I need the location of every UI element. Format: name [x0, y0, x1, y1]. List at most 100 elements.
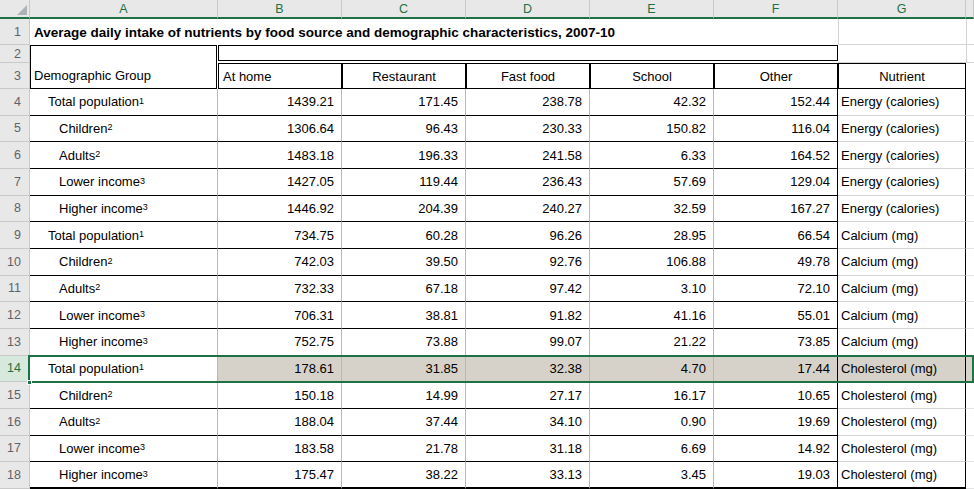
cell-G2[interactable]: [838, 45, 966, 63]
header-cell-other[interactable]: Other: [714, 63, 838, 89]
cell-C16[interactable]: 37.44: [342, 409, 466, 436]
cell-E8[interactable]: 32.59: [590, 196, 714, 223]
cell-G6[interactable]: Energy (calories): [838, 142, 966, 169]
cell-A7[interactable]: Lower income3: [30, 169, 218, 196]
cell-C7[interactable]: 119.44: [342, 169, 466, 196]
cell-A2-A3-demographic-group-header[interactable]: Demographic Group: [30, 45, 217, 89]
cell-overflow-row8[interactable]: [966, 196, 974, 223]
cell-A4[interactable]: Total population1: [30, 89, 218, 116]
cell-overflow-row17[interactable]: [966, 436, 974, 463]
cell-overflow-row7[interactable]: [966, 169, 974, 196]
cell-F13[interactable]: 73.85: [714, 329, 838, 356]
cell-overflow-row6[interactable]: [966, 142, 974, 169]
row-header-16[interactable]: 16: [0, 409, 30, 436]
row-header-15[interactable]: 15: [0, 382, 30, 409]
cell-B16[interactable]: 188.04: [218, 409, 342, 436]
cell-D12[interactable]: 91.82: [466, 302, 590, 329]
cell-B8[interactable]: 1446.92: [218, 196, 342, 223]
cell-F10[interactable]: 49.78: [714, 249, 838, 276]
cell-B5[interactable]: 1306.64: [218, 116, 342, 143]
header-cell-at-home[interactable]: At home: [218, 63, 342, 89]
cell-overflow-row13[interactable]: [966, 329, 974, 356]
cell-overflow-row15[interactable]: [966, 382, 974, 409]
cell-F17[interactable]: 14.92: [714, 436, 838, 463]
cell-B11[interactable]: 732.33: [218, 276, 342, 303]
cell-D5[interactable]: 230.33: [466, 116, 590, 143]
cell-A6[interactable]: Adults2: [30, 142, 218, 169]
cell-C18[interactable]: 38.22: [342, 462, 466, 489]
cell-F16[interactable]: 19.69: [714, 409, 838, 436]
cell-E16[interactable]: 0.90: [590, 409, 714, 436]
cell-A13[interactable]: Higher income3: [30, 329, 218, 356]
cell-G16[interactable]: Cholesterol (mg): [838, 409, 966, 436]
cell-F12[interactable]: 55.01: [714, 302, 838, 329]
cell-B12[interactable]: 706.31: [218, 302, 342, 329]
cell-B9[interactable]: 734.75: [218, 222, 342, 249]
row-header-11[interactable]: 11: [0, 276, 30, 303]
column-header-F[interactable]: F: [714, 0, 838, 19]
column-header-G[interactable]: G: [838, 0, 966, 19]
column-header-A[interactable]: A: [30, 0, 218, 19]
cell-overflow-row1[interactable]: [966, 19, 974, 45]
cell-A11[interactable]: Adults2: [30, 276, 218, 303]
cell-C5[interactable]: 96.43: [342, 116, 466, 143]
cell-E5[interactable]: 150.82: [590, 116, 714, 143]
cell-A18[interactable]: Higher income3: [30, 462, 218, 489]
column-header-overflow[interactable]: [966, 0, 974, 19]
cell-G8[interactable]: Energy (calories): [838, 196, 966, 223]
cell-E7[interactable]: 57.69: [590, 169, 714, 196]
cell-C10[interactable]: 39.50: [342, 249, 466, 276]
row-header-10[interactable]: 10: [0, 249, 30, 276]
cell-F9[interactable]: 66.54: [714, 222, 838, 249]
cell-C15[interactable]: 14.99: [342, 382, 466, 409]
cell-F15[interactable]: 10.65: [714, 382, 838, 409]
cell-C11[interactable]: 67.18: [342, 276, 466, 303]
cell-B15[interactable]: 150.18: [218, 382, 342, 409]
cell-E18[interactable]: 3.45: [590, 462, 714, 489]
cell-G10[interactable]: Calcium (mg): [838, 249, 966, 276]
cell-A15[interactable]: Children2: [30, 382, 218, 409]
cell-F18[interactable]: 19.03: [714, 462, 838, 489]
row-header-17[interactable]: 17: [0, 436, 30, 463]
cell-G17[interactable]: Cholesterol (mg): [838, 436, 966, 463]
cell-B18[interactable]: 175.47: [218, 462, 342, 489]
column-header-B[interactable]: B: [218, 0, 342, 19]
cell-E11[interactable]: 3.10: [590, 276, 714, 303]
row-header-9[interactable]: 9: [0, 222, 30, 249]
cell-G11[interactable]: Calcium (mg): [838, 276, 966, 303]
cell-E4[interactable]: 42.32: [590, 89, 714, 116]
cell-overflow-row14[interactable]: [966, 356, 974, 383]
row-header-13[interactable]: 13: [0, 329, 30, 356]
row-header-7[interactable]: 7: [0, 169, 30, 196]
cell-E9[interactable]: 28.95: [590, 222, 714, 249]
cell-E14[interactable]: 4.70: [590, 356, 714, 383]
row-header-6[interactable]: 6: [0, 142, 30, 169]
cell-E17[interactable]: 6.69: [590, 436, 714, 463]
cell-overflow-row18[interactable]: [966, 462, 974, 489]
cell-F11[interactable]: 72.10: [714, 276, 838, 303]
cell-A10[interactable]: Children2: [30, 249, 218, 276]
cell-B13[interactable]: 752.75: [218, 329, 342, 356]
cell-overflow-row2[interactable]: [966, 45, 974, 63]
cell-E6[interactable]: 6.33: [590, 142, 714, 169]
cell-C12[interactable]: 38.81: [342, 302, 466, 329]
column-header-D[interactable]: D: [466, 0, 590, 19]
cell-A1-title[interactable]: Average daily intake of nutrients by foo…: [30, 19, 838, 45]
cell-B10[interactable]: 742.03: [218, 249, 342, 276]
cell-overflow-row9[interactable]: [966, 222, 974, 249]
cell-G18[interactable]: Cholesterol (mg): [838, 462, 966, 489]
cell-D8[interactable]: 240.27: [466, 196, 590, 223]
cell-overflow-row10[interactable]: [966, 249, 974, 276]
column-header-E[interactable]: E: [590, 0, 714, 19]
fill-handle[interactable]: [27, 380, 32, 385]
row-header-5[interactable]: 5: [0, 116, 30, 143]
cell-F14[interactable]: 17.44: [714, 356, 838, 383]
row-header-1[interactable]: 1: [0, 19, 30, 45]
cell-C17[interactable]: 21.78: [342, 436, 466, 463]
cell-A17[interactable]: Lower income3: [30, 436, 218, 463]
cell-overflow-row4[interactable]: [966, 89, 974, 116]
cell-F6[interactable]: 164.52: [714, 142, 838, 169]
cell-G7[interactable]: Energy (calories): [838, 169, 966, 196]
cell-D10[interactable]: 92.76: [466, 249, 590, 276]
cell-A5[interactable]: Children2: [30, 116, 218, 143]
